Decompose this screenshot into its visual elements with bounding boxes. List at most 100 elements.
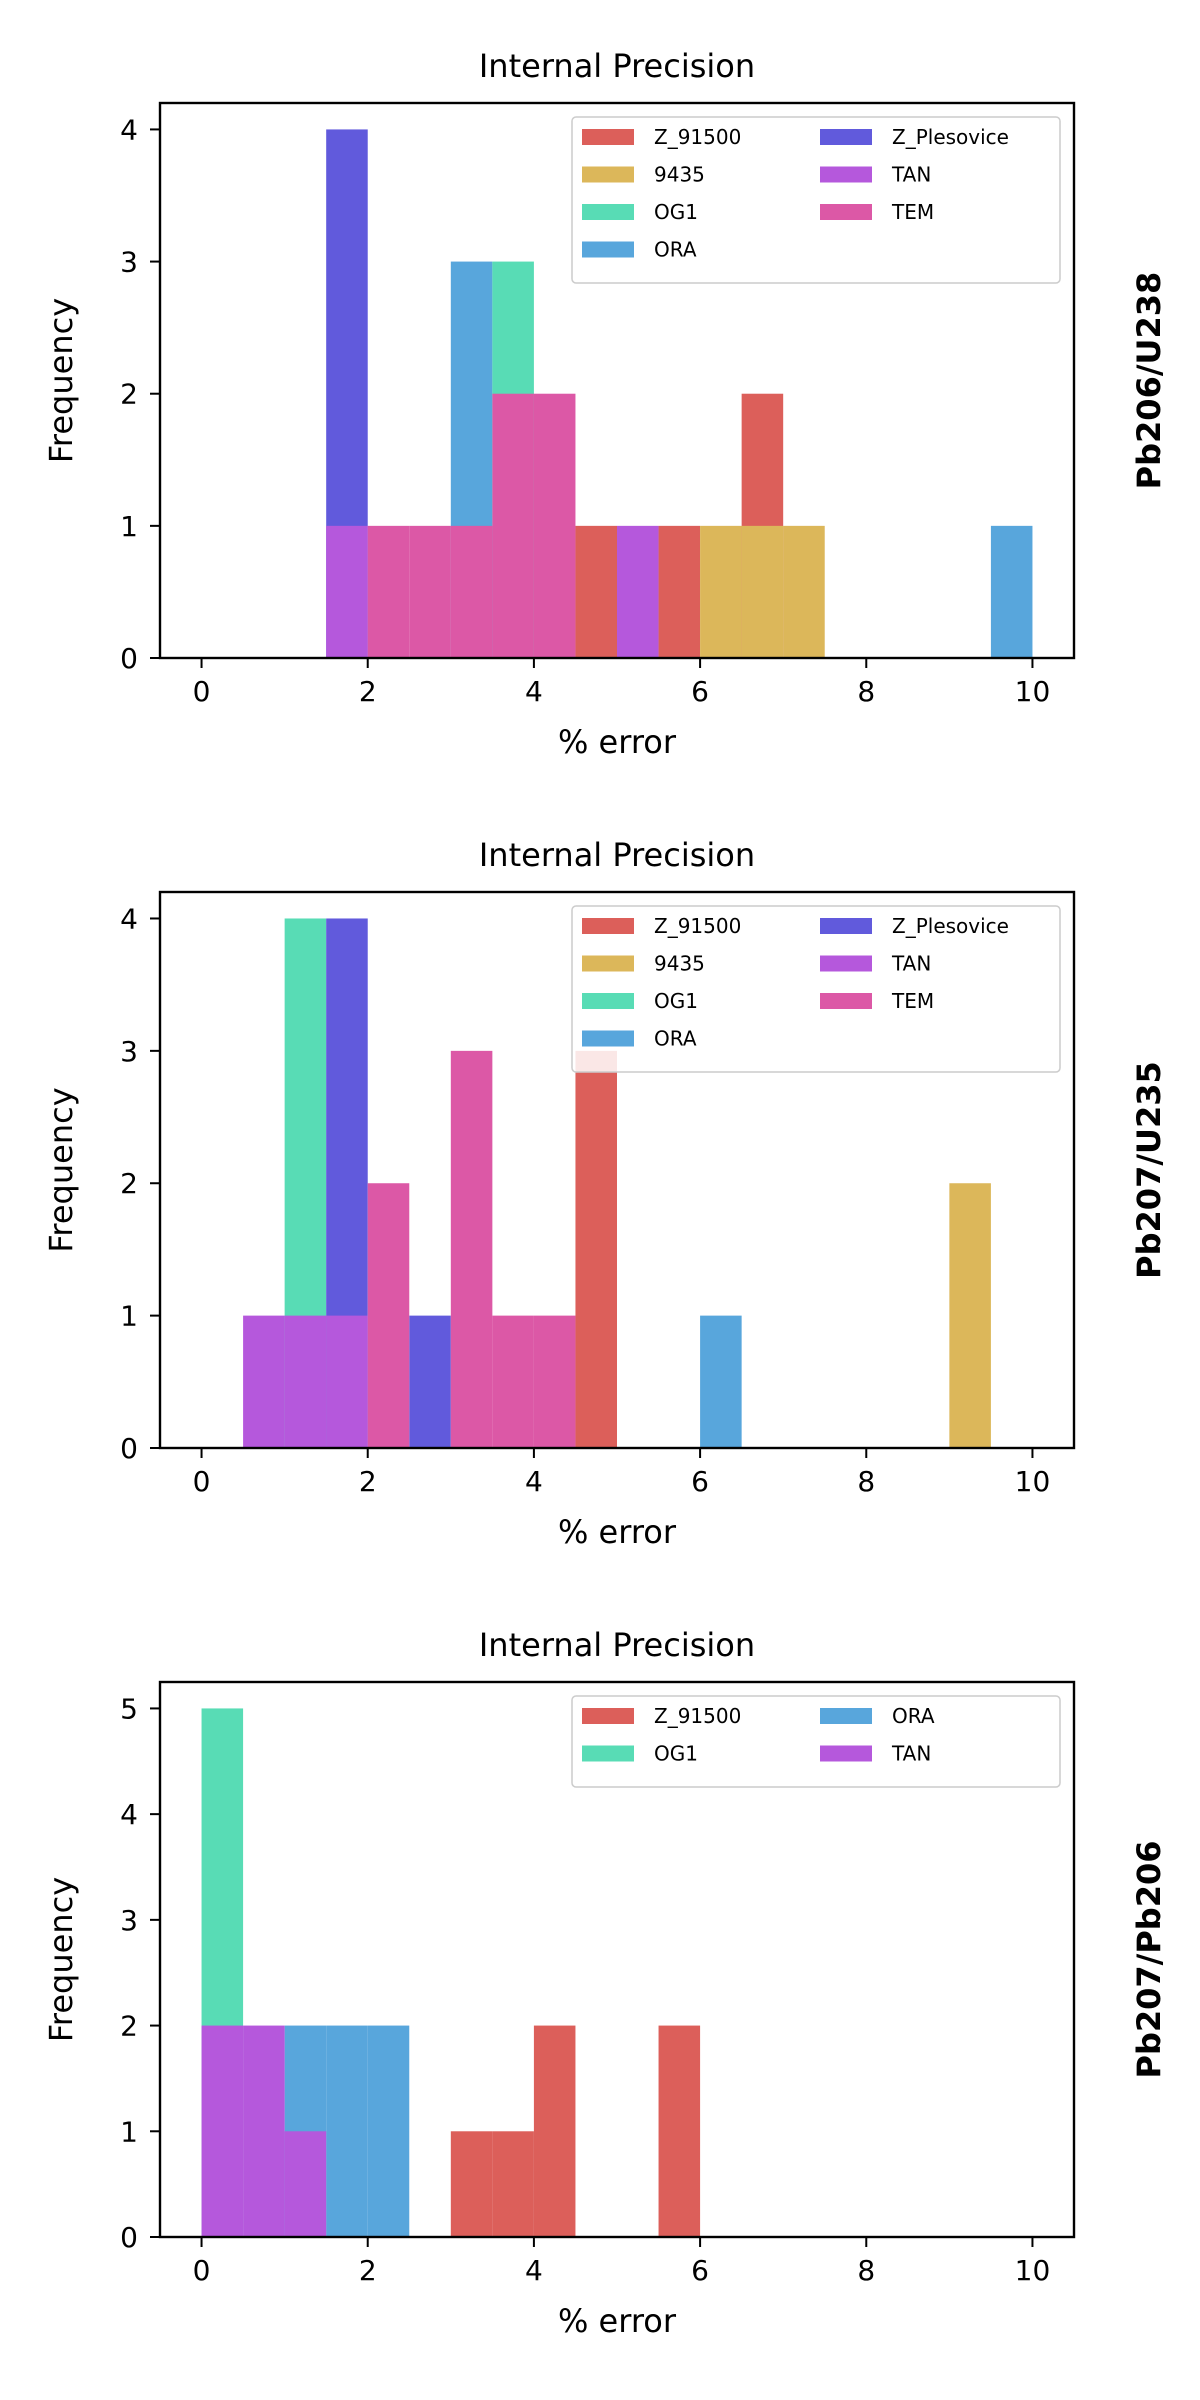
legend-box: [571, 1695, 1061, 1788]
y-tick-label: 3: [120, 1035, 138, 1068]
legend-swatch-og1: [582, 993, 634, 1009]
x-tick-label: 8: [857, 675, 875, 708]
bar-z_91500-2: [533, 2025, 576, 2237]
legend-swatch-z_plesovice: [820, 129, 872, 145]
y-tick-label: 1: [120, 510, 138, 543]
bar-9435-0: [700, 525, 742, 658]
bar-tan-0: [201, 2025, 244, 2237]
legend-label: 9435: [654, 952, 705, 976]
legend-swatch-z_91500: [582, 1708, 634, 1724]
legend-label: ORA: [654, 238, 697, 262]
bar-ora-1: [990, 525, 1033, 658]
x-axis-label: % error: [558, 723, 677, 761]
bar-ora-2: [367, 2025, 410, 2237]
bar-ora-0: [700, 1315, 742, 1448]
legend-swatch-z_plesovice: [820, 918, 872, 934]
legend-label: TAN: [891, 163, 931, 187]
x-tick-label: 2: [359, 1465, 377, 1498]
y-axis-label: Frequency: [42, 1877, 80, 2042]
legend-label: Z_91500: [654, 1704, 741, 1728]
ratio-label: Pb207/Pb206: [1130, 1841, 1168, 2079]
legend-label: Z_91500: [654, 914, 741, 938]
bar-tem-3: [533, 1315, 576, 1448]
x-tick-label: 10: [1015, 675, 1051, 708]
x-tick-label: 6: [691, 1465, 709, 1498]
legend-swatch-tan: [820, 166, 872, 183]
y-tick-label: 4: [120, 1798, 138, 1831]
x-tick-label: 0: [193, 1465, 211, 1498]
bar-tan-0: [243, 1315, 285, 1448]
chart-title: Internal Precision: [479, 47, 755, 85]
legend-label: Z_Plesovice: [892, 125, 1009, 149]
legend-swatch-z_91500: [582, 918, 634, 934]
bar-tan-1: [243, 2025, 285, 2237]
legend: Z_91500 Z_Plesovice 9435 TAN OG1 TEM ORA: [571, 116, 1061, 284]
y-tick-label: 0: [120, 642, 138, 675]
y-tick-label: 1: [120, 2115, 138, 2148]
bar-z_91500-1: [658, 525, 701, 658]
x-tick-label: 2: [359, 675, 377, 708]
y-axis-label: Frequency: [42, 1087, 80, 1252]
chart-title: Internal Precision: [479, 836, 755, 874]
legend-swatch-z_91500: [582, 129, 634, 145]
bar-tan-1: [284, 1315, 327, 1448]
bar-tem-0: [367, 525, 410, 658]
legend-swatch-9435: [582, 955, 634, 972]
legend-label: OG1: [654, 989, 698, 1013]
x-tick-label: 4: [525, 675, 543, 708]
chart-title: Internal Precision: [479, 1626, 755, 1664]
legend-swatch-tan: [820, 1745, 872, 1762]
y-tick-label: 0: [120, 1432, 138, 1465]
x-tick-label: 0: [193, 675, 211, 708]
ratio-label: Pb207/U235: [1130, 1061, 1168, 1279]
y-tick-label: 2: [120, 378, 138, 411]
x-tick-label: 10: [1015, 2254, 1051, 2287]
x-tick-label: 0: [193, 2254, 211, 2287]
legend-label: ORA: [892, 1704, 935, 1728]
legend: Z_91500 Z_Plesovice 9435 TAN OG1 TEM ORA: [571, 905, 1061, 1073]
legend-swatch-9435: [582, 166, 634, 183]
bar-tan-1: [617, 525, 659, 658]
legend-swatch-ora: [820, 1708, 872, 1724]
axes-frame: [158, 1680, 1076, 2239]
bar-tan-0: [326, 525, 368, 658]
bar-tem-3: [492, 393, 534, 658]
legend-label: 9435: [654, 163, 705, 187]
bar-z_91500-3: [658, 2025, 701, 2237]
legend-label: TAN: [891, 1742, 931, 1766]
legend-swatch-og1: [582, 204, 634, 220]
chart-panel-1: 0 2 4 6 8 10 0 1 2 3 4 Internal Precision % error Fre…: [42, 47, 1168, 761]
bar-9435-0: [949, 1183, 991, 1448]
x-tick-label: 8: [857, 1465, 875, 1498]
x-tick-label: 2: [359, 2254, 377, 2287]
bar-z_91500-0: [575, 525, 617, 658]
ratio-label: Pb206/U238: [1130, 272, 1168, 490]
bar-tem-1: [409, 525, 451, 658]
y-tick-label: 2: [120, 2010, 138, 2043]
legend-label: Z_Plesovice: [892, 914, 1009, 938]
legend: Z_91500 ORA OG1 TAN: [571, 1695, 1061, 1788]
legend-label: TEM: [891, 200, 934, 224]
legend-box: [571, 116, 1061, 284]
legend-label: TAN: [891, 952, 931, 976]
legend-swatch-tan: [820, 955, 872, 972]
legend-swatch-tem: [820, 993, 872, 1009]
x-tick-label: 8: [857, 2254, 875, 2287]
y-tick-label: 4: [120, 902, 138, 935]
y-axis-label: Frequency: [42, 298, 80, 463]
legend-label: ORA: [654, 1027, 697, 1051]
x-tick-label: 6: [691, 675, 709, 708]
bar-z_91500-1: [492, 2131, 534, 2237]
x-axis-label: % error: [558, 1513, 677, 1551]
bar-z_91500-0: [575, 1050, 617, 1448]
bar-tem-1: [450, 1050, 493, 1448]
x-tick-label: 10: [1015, 1465, 1051, 1498]
bar-tem-4: [533, 393, 576, 658]
y-tick-label: 1: [120, 1300, 138, 1333]
bar-z_91500-0: [450, 2131, 493, 2237]
y-tick-label: 4: [120, 113, 138, 146]
legend-swatch-og1: [582, 1745, 634, 1762]
y-tick-label: 2: [120, 1167, 138, 1200]
axes-frame: [158, 890, 1076, 1450]
